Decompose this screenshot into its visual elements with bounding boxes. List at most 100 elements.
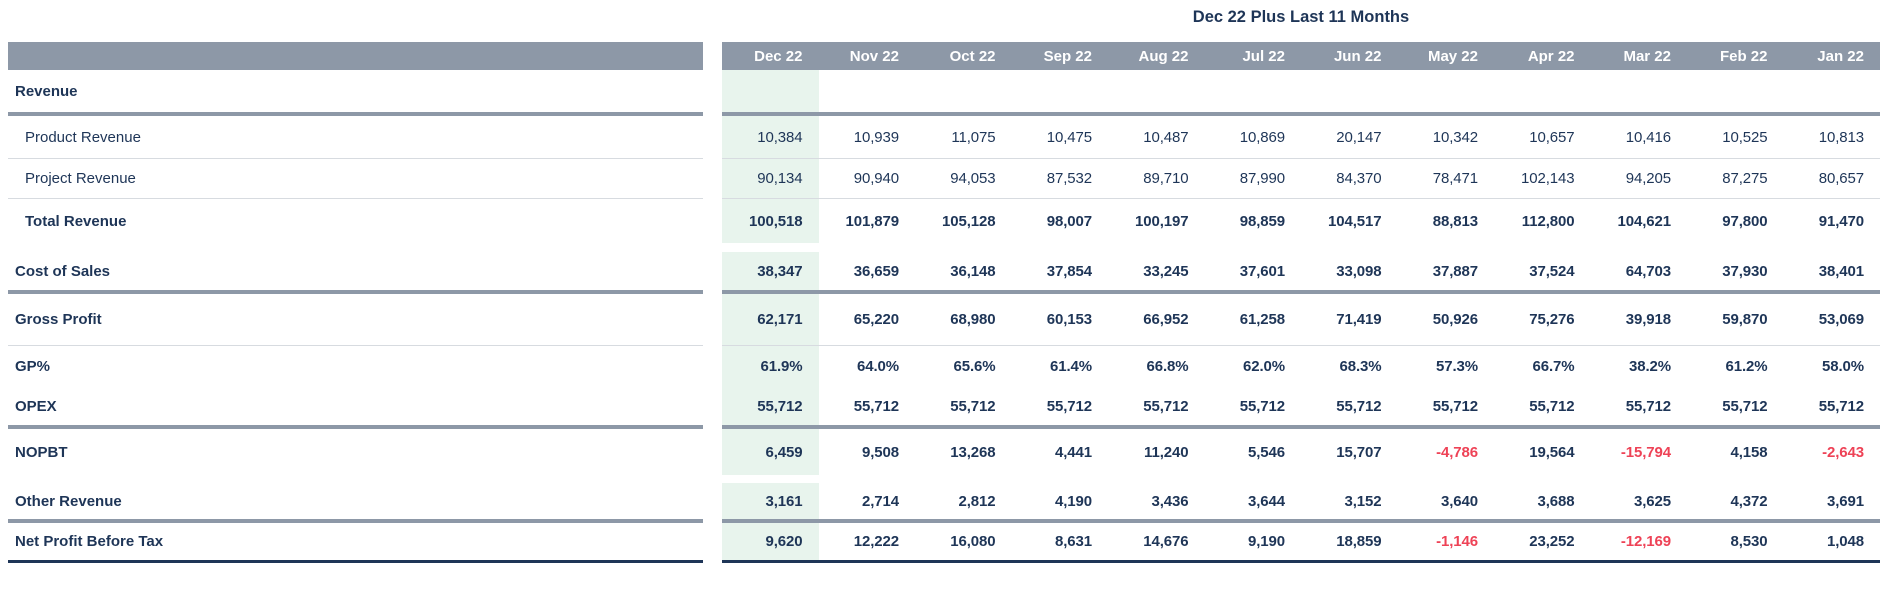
- cell: 3,625: [1590, 483, 1687, 523]
- cell: 55,712: [1397, 387, 1494, 429]
- cell: 97,800: [1722, 212, 1768, 230]
- column-gap: [703, 199, 722, 243]
- row-label: Project Revenue: [8, 159, 703, 199]
- row-label: OPEX: [8, 387, 703, 429]
- cell: [722, 70, 819, 116]
- cell: 100,518: [722, 199, 819, 243]
- cell: 18,859: [1301, 523, 1398, 563]
- cell: -4,786: [1436, 443, 1478, 461]
- cell: 105,128: [941, 212, 996, 230]
- cell: 10,813: [1783, 116, 1880, 159]
- cell: 13,268: [950, 443, 996, 461]
- cell: 10,487: [1108, 116, 1205, 159]
- cell: 55,712: [1108, 387, 1205, 429]
- column-header-jan-22: Jan 22: [1783, 42, 1880, 70]
- cell: 65,220: [818, 294, 915, 346]
- cell: 37,854: [1011, 252, 1108, 294]
- cell: 66,952: [1108, 294, 1205, 346]
- table-title: Dec 22 Plus Last 11 Months: [1192, 8, 1410, 26]
- cell: 112,800: [1521, 212, 1575, 230]
- cell: 62.0%: [1242, 358, 1285, 375]
- cell: 87,532: [1011, 159, 1108, 199]
- cell: 98,007: [1046, 212, 1092, 230]
- cell: 2,812: [915, 483, 1012, 523]
- cell: 89,710: [1108, 159, 1205, 199]
- column-gap: [703, 159, 722, 199]
- column-gap: [703, 346, 722, 387]
- cell: 37,930: [1687, 252, 1784, 294]
- column-header-dec-22: Dec 22: [722, 42, 819, 70]
- cell: [1397, 70, 1494, 116]
- cell: 4,372: [1687, 483, 1784, 523]
- row-other-revenue: Other Revenue 3,161 2,714 2,812 4,190 3,436 3,…: [8, 483, 1880, 523]
- cell: 102,143: [1494, 159, 1591, 199]
- table-title-wrap: Dec 22 Plus Last 11 Months: [722, 7, 1880, 28]
- cell: 5,546: [1247, 443, 1285, 461]
- cell: 9,620: [722, 523, 819, 563]
- row-revenue: Revenue: [8, 70, 1880, 116]
- cell: 53,069: [1783, 294, 1880, 346]
- row-opex: OPEX 55,712 55,712 55,712 55,712 55,712 55,712…: [8, 387, 1880, 429]
- cell: 55,712: [915, 387, 1012, 429]
- header-label-spacer: [8, 42, 703, 70]
- row-label: NOPBT: [15, 443, 68, 461]
- cell: [1494, 70, 1591, 116]
- column-header-mar-22: Mar 22: [1590, 42, 1687, 70]
- cell: [1783, 70, 1880, 116]
- cell: 8,530: [1687, 523, 1784, 563]
- cell: 62,171: [722, 294, 819, 346]
- row-product-revenue: Product Revenue 10,384 10,939 11,075 10,475 1…: [8, 116, 1880, 159]
- cell: 37,601: [1204, 252, 1301, 294]
- row-label: Cost of Sales: [8, 252, 703, 294]
- cell: 9,190: [1204, 523, 1301, 563]
- cell: -2,643: [1822, 443, 1864, 461]
- cell: 71,419: [1301, 294, 1398, 346]
- cell: [1590, 70, 1687, 116]
- row-label: Gross Profit: [8, 294, 703, 346]
- column-header-apr-22: Apr 22: [1494, 42, 1591, 70]
- row-total-revenue: Total Revenue 100,518 101,879 105,128 98,007…: [8, 199, 1880, 243]
- cell: 104,517: [1327, 212, 1382, 230]
- cell: 55,712: [818, 387, 915, 429]
- cell: 11,075: [915, 116, 1012, 159]
- cell: [1108, 70, 1205, 116]
- cell: 55,712: [1011, 387, 1108, 429]
- cell: 90,134: [722, 159, 819, 199]
- column-gap: [703, 429, 722, 475]
- cell: 55,712: [1301, 387, 1398, 429]
- row-gross-profit: Gross Profit 62,171 65,220 68,980 60,153 66,9…: [8, 294, 1880, 346]
- cell: 33,245: [1108, 252, 1205, 294]
- cell: 59,870: [1687, 294, 1784, 346]
- cell: 104,621: [1617, 212, 1671, 230]
- cell: 10,342: [1397, 116, 1494, 159]
- row-label: Net Profit Before Tax: [8, 523, 703, 563]
- cell: 12,222: [818, 523, 915, 563]
- cell: 4,190: [1011, 483, 1108, 523]
- cell: 61.4%: [1049, 358, 1092, 375]
- cell: 55,712: [1204, 387, 1301, 429]
- cell: 55,712: [1687, 387, 1784, 429]
- cell: 66.7%: [1532, 358, 1575, 375]
- cell: 10,416: [1590, 116, 1687, 159]
- cell: [1301, 70, 1398, 116]
- cell: 61.2%: [1725, 358, 1768, 375]
- cell: 2,714: [818, 483, 915, 523]
- cell: 16,080: [915, 523, 1012, 563]
- column-gap: [703, 252, 722, 294]
- cell: 38,347: [722, 252, 819, 294]
- cell: 61.9%: [722, 346, 819, 387]
- cell: 55,712: [722, 387, 819, 429]
- cell: 11,240: [1144, 443, 1189, 461]
- cell: 55,712: [1783, 387, 1880, 429]
- cell: 50,926: [1397, 294, 1494, 346]
- column-gap: [703, 387, 722, 429]
- cell: 78,471: [1397, 159, 1494, 199]
- header-gap: [703, 42, 722, 70]
- cell: 94,053: [915, 159, 1012, 199]
- column-gap: [703, 483, 722, 523]
- column-header-feb-22: Feb 22: [1687, 42, 1784, 70]
- column-header-jun-22: Jun 22: [1301, 42, 1398, 70]
- cell: 10,939: [818, 116, 915, 159]
- cell: 90,940: [818, 159, 915, 199]
- column-header-aug-22: Aug 22: [1108, 42, 1205, 70]
